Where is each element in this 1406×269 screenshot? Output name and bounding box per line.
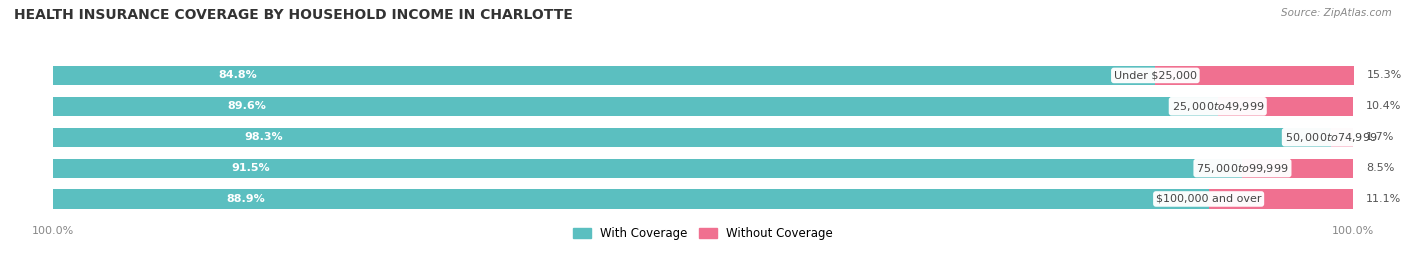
Text: $100,000 and over: $100,000 and over [1156,194,1261,204]
Text: 10.4%: 10.4% [1367,101,1402,111]
Bar [1156,66,1354,85]
Bar [1218,97,1353,116]
Bar [53,97,1353,116]
Text: 15.3%: 15.3% [1367,70,1403,80]
Bar [53,128,1331,147]
Text: 11.1%: 11.1% [1367,194,1402,204]
Bar [53,158,1353,178]
Text: 98.3%: 98.3% [245,132,284,142]
Text: Source: ZipAtlas.com: Source: ZipAtlas.com [1281,8,1392,18]
Bar [53,97,1218,116]
Text: 8.5%: 8.5% [1367,163,1395,173]
Bar [53,66,1353,85]
Text: 89.6%: 89.6% [228,101,267,111]
Text: 1.7%: 1.7% [1367,132,1395,142]
Bar [1331,128,1353,147]
Bar [1209,189,1353,208]
Bar [53,189,1209,208]
Bar [53,66,1156,85]
Text: $50,000 to $74,999: $50,000 to $74,999 [1285,131,1376,144]
Bar [53,128,1353,147]
Text: 91.5%: 91.5% [232,163,270,173]
Text: 88.9%: 88.9% [226,194,266,204]
Text: Under $25,000: Under $25,000 [1114,70,1197,80]
Bar [1243,158,1353,178]
Text: HEALTH INSURANCE COVERAGE BY HOUSEHOLD INCOME IN CHARLOTTE: HEALTH INSURANCE COVERAGE BY HOUSEHOLD I… [14,8,572,22]
Bar [53,189,1353,208]
Text: 84.8%: 84.8% [218,70,257,80]
Text: $75,000 to $99,999: $75,000 to $99,999 [1197,162,1289,175]
Legend: With Coverage, Without Coverage: With Coverage, Without Coverage [568,222,838,245]
Text: $25,000 to $49,999: $25,000 to $49,999 [1171,100,1264,113]
Bar [53,158,1243,178]
